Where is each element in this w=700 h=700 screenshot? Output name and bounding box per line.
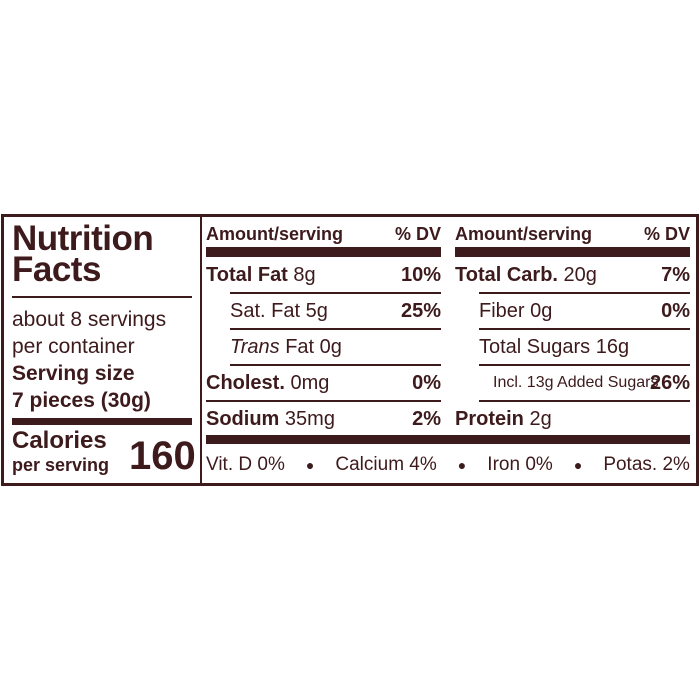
nutrient-amount: 0g <box>530 300 553 322</box>
nutrient-name: Total Carb. 20g <box>455 257 597 293</box>
nutrient-amount: 20g <box>563 264 597 286</box>
header-amount: Amount/serving <box>206 224 344 244</box>
nutrient: Total Fat <box>206 264 288 286</box>
rule <box>230 364 441 366</box>
rule <box>479 292 690 294</box>
nutrient-name: Trans Fat 0g <box>230 329 342 365</box>
nutrient: Cholest. <box>206 372 285 394</box>
header-dv: % DV <box>643 224 690 244</box>
nutrition-label: Nutrition Facts about 8 servings per con… <box>1 214 699 486</box>
nutrient: Sat. Fat <box>230 300 301 322</box>
rule <box>12 296 192 298</box>
nutrient: Incl. 13g Added Sugars <box>493 374 659 391</box>
nutrient-name: Incl. 13g Added Sugars <box>493 365 658 401</box>
calories-label: Calories <box>12 427 107 454</box>
footer: Vit. D 0% ● Calcium 4% ● Iron 0% ● Potas. 2% <box>206 451 690 479</box>
nutrient-amount: 35mg <box>284 408 335 430</box>
nutrient-amount: 16g <box>595 336 630 358</box>
nutrient-name: Total Fat 8g <box>206 257 316 293</box>
nutrient-name: Fiber 0g <box>479 293 552 329</box>
rule <box>455 247 690 257</box>
serving-size-label: Serving size <box>12 362 135 385</box>
rule <box>206 400 441 402</box>
rule <box>479 400 690 402</box>
nutrient: Fat <box>285 336 315 358</box>
nutrient-name: Cholest. 0mg <box>206 365 329 401</box>
nutrient: Total Sugars <box>479 336 591 358</box>
nutrient-amount: 0mg <box>290 372 330 394</box>
footer-item: Potas. 2% <box>603 454 690 475</box>
divider <box>200 217 202 483</box>
nutrient-amount: 2g <box>529 408 552 430</box>
nutrient-name: Protein 2g <box>455 401 552 437</box>
calories-sub: per serving <box>12 455 110 475</box>
servings: about 8 servings per container Serving s… <box>12 306 166 414</box>
footer-item: Iron 0% <box>487 454 553 475</box>
nutrient-amount: 8g <box>293 264 316 286</box>
bullet: ● <box>305 457 315 473</box>
nutrient-italic: Trans <box>230 336 280 358</box>
servings-line: per container <box>12 335 135 358</box>
servings-line: about 8 servings <box>12 308 167 331</box>
rule <box>230 292 441 294</box>
rule <box>206 435 690 444</box>
footer-item: Vit. D 0% <box>206 454 285 475</box>
rule <box>206 247 441 257</box>
nutrient-name: Sat. Fat 5g <box>230 293 328 329</box>
bullet: ● <box>457 457 467 473</box>
nutrient-amount: 5g <box>305 300 328 322</box>
nutrient-dv: 0% <box>661 300 690 322</box>
rule <box>479 328 690 330</box>
nutrient-name: Total Sugars 16g <box>479 329 629 365</box>
nutrient-dv: 2% <box>412 408 441 430</box>
header-amount: Amount/serving <box>455 224 593 244</box>
nutrient-name: Sodium 35mg <box>206 401 335 437</box>
nutrient: Protein <box>455 408 524 430</box>
rule <box>12 418 192 425</box>
header-dv: % DV <box>394 224 441 244</box>
serving-size-value: 7 pieces (30g) <box>12 389 151 412</box>
footer-item: Calcium 4% <box>335 454 437 475</box>
rule <box>230 328 441 330</box>
nutrient-dv: 10% <box>400 264 441 286</box>
nutrient-dv: 25% <box>400 300 441 322</box>
nutrient-dv: 7% <box>661 264 690 286</box>
nutrient: Fiber <box>479 300 525 322</box>
nutrient: Sodium <box>206 408 280 430</box>
nutrient: Total Carb. <box>455 264 558 286</box>
bullet: ● <box>573 457 583 473</box>
nutrient-dv: 0% <box>412 372 441 394</box>
nutrient-dv: 26% <box>649 372 690 394</box>
title: Nutrition Facts <box>12 219 154 289</box>
rule <box>479 364 690 366</box>
nutrient-amount: 0g <box>319 336 342 358</box>
calories-value: 160 <box>129 434 196 478</box>
